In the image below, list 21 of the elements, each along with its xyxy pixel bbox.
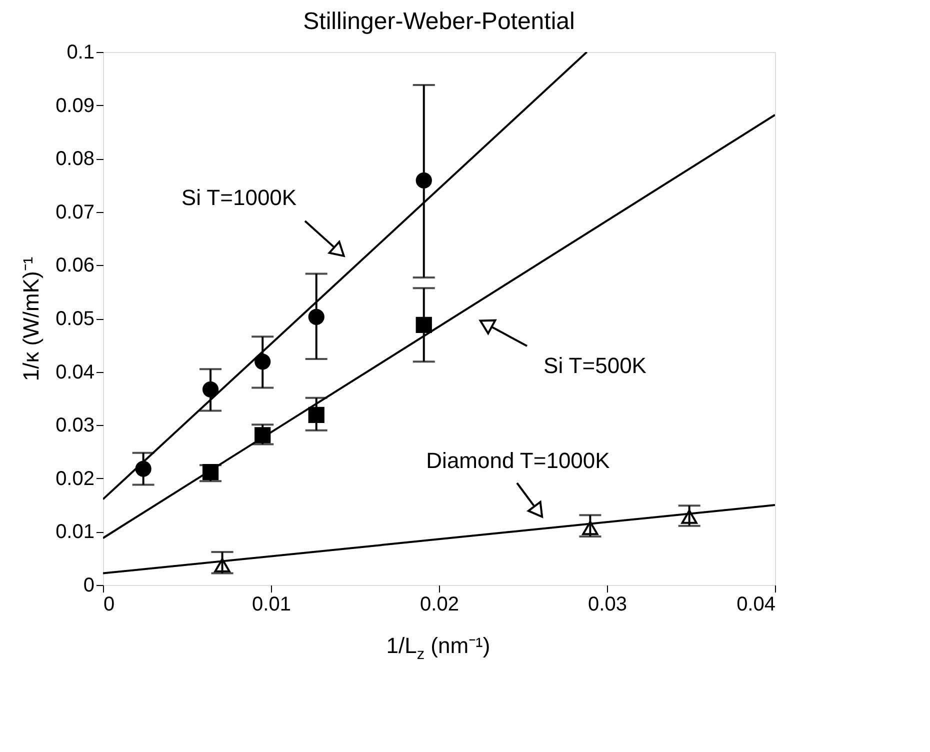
annotation: Si T=1000K (181, 185, 297, 210)
x-tick-label: 0.04 (736, 594, 776, 616)
y-tick-label: 0.07 (56, 201, 94, 224)
x-tick-label: 0.01 (252, 594, 291, 616)
y-axis-title: 1/κ (W/mK)⁻¹ (18, 256, 44, 382)
x-tick-label: 0.03 (588, 594, 627, 616)
x-tick-label: 0.02 (420, 594, 459, 616)
y-tick-label: 0.04 (56, 361, 94, 384)
y-tick-label: 0 (83, 574, 94, 596)
y-tick-label: 0.05 (56, 308, 94, 330)
y-tick-label: 0.03 (56, 414, 94, 437)
annotation: Si T=500K (544, 353, 647, 378)
x-tick-label: 0 (104, 594, 115, 616)
y-tick-label: 0.08 (56, 148, 94, 170)
y-tick-label: 0.01 (56, 521, 94, 544)
y-tick-label: 0.02 (56, 468, 94, 490)
y-tick-label: 0.09 (56, 94, 94, 117)
y-tick-label: 0.1 (66, 42, 94, 64)
chart-title: Stillinger-Weber-Potential (303, 8, 575, 35)
y-tick-label: 0.06 (56, 254, 94, 277)
annotation: Diamond T=1000K (426, 448, 610, 473)
